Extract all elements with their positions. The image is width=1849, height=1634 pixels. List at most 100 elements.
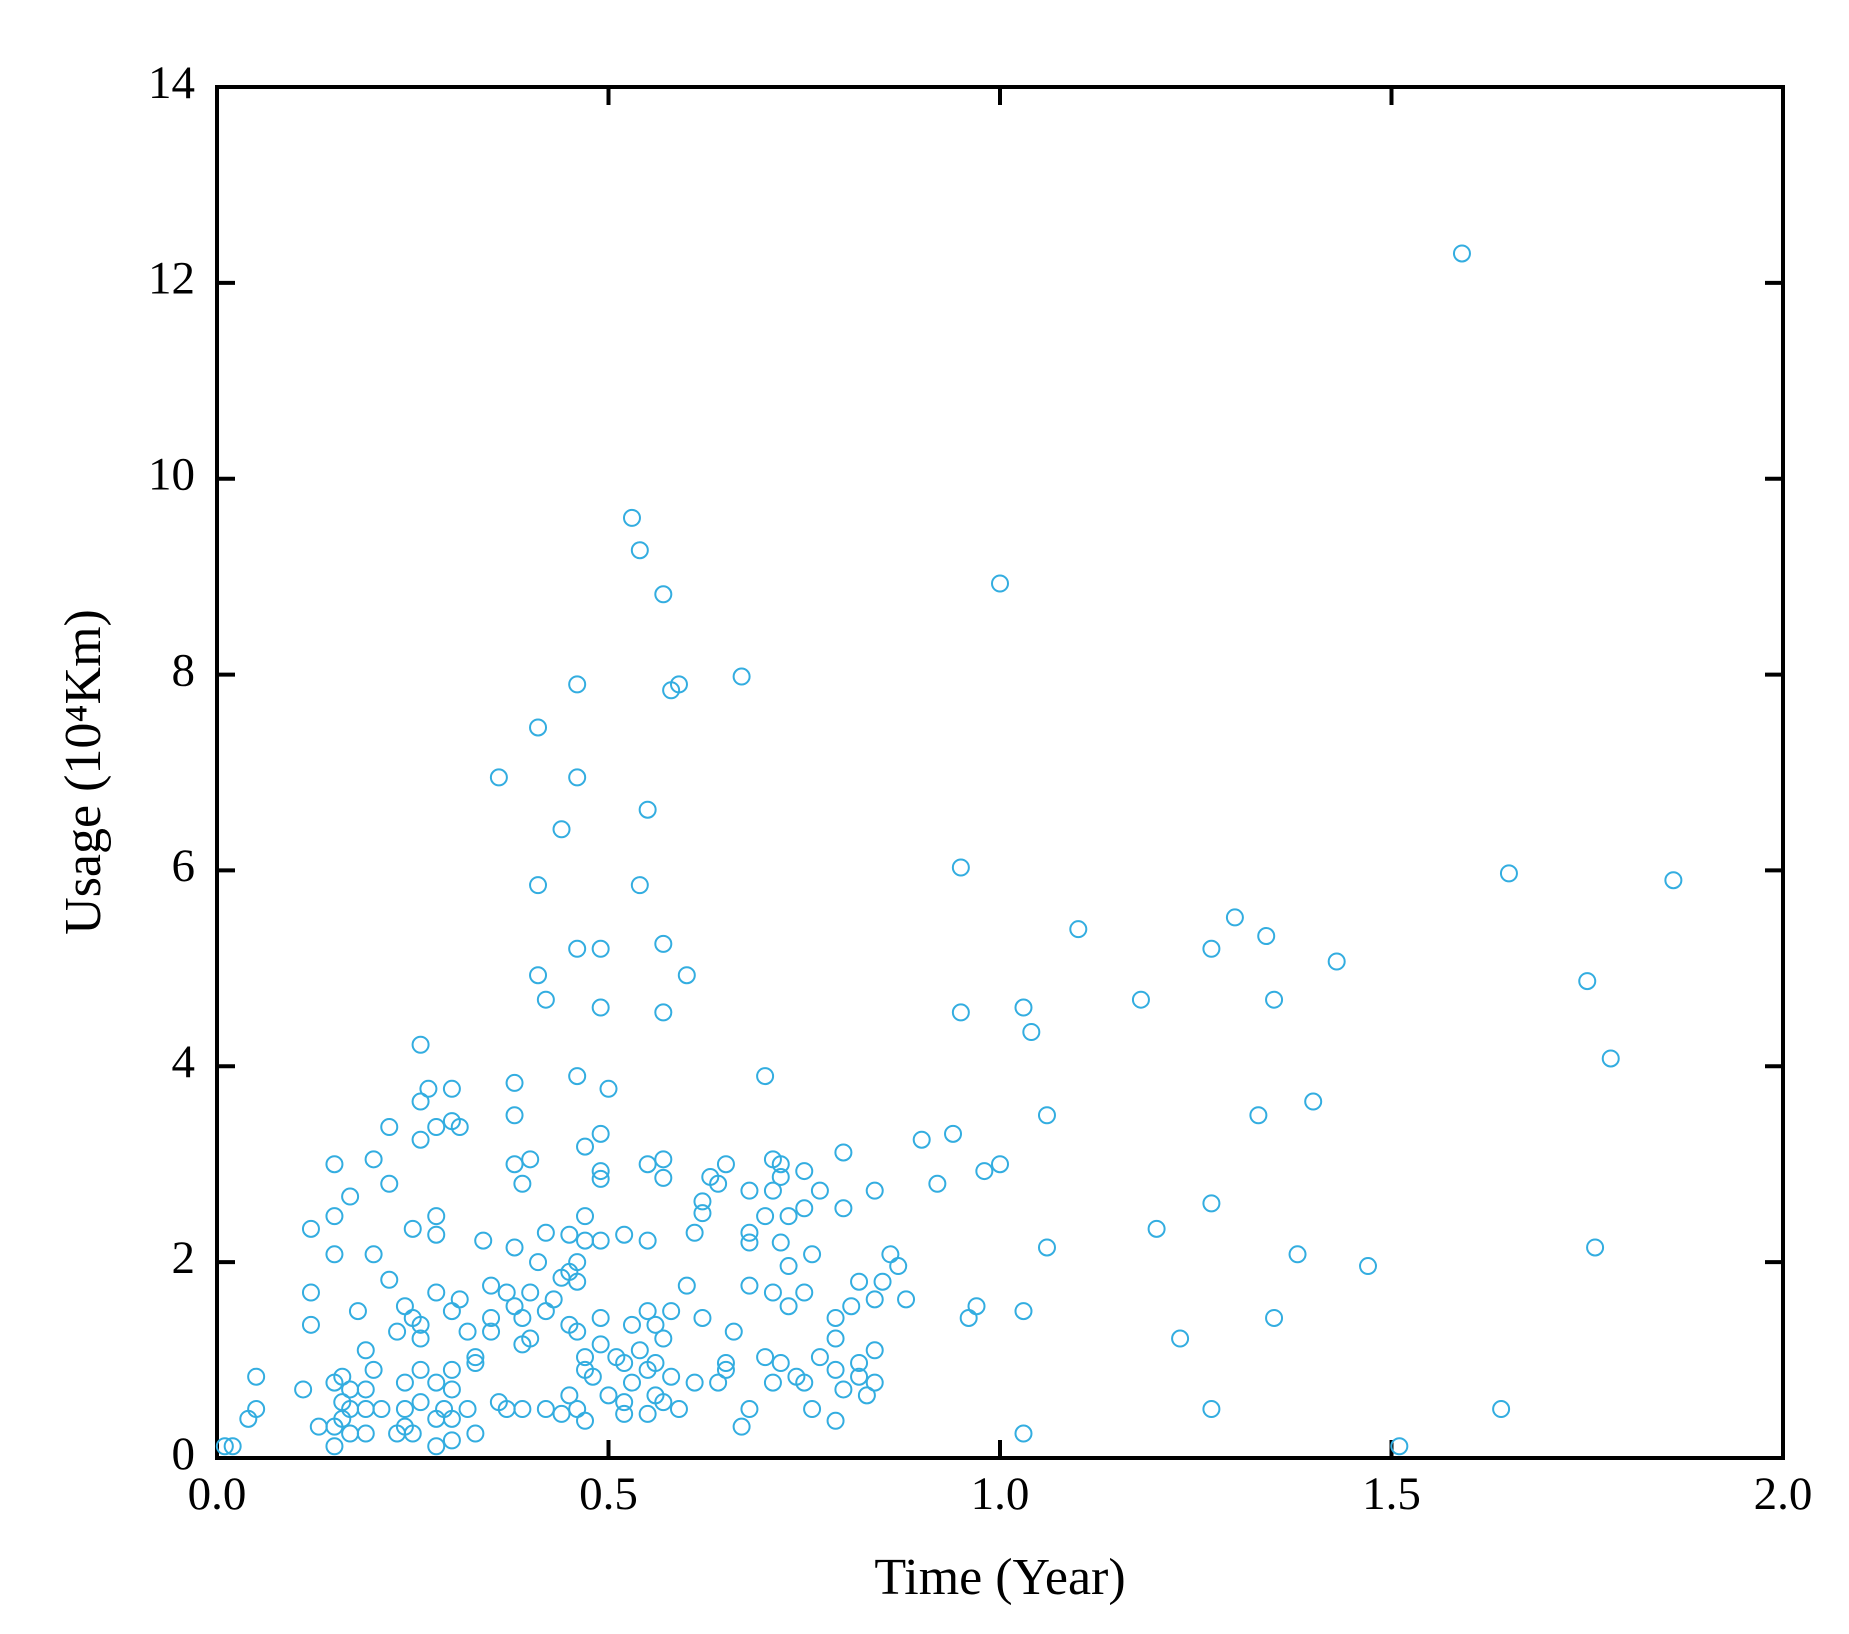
point xyxy=(693,1308,712,1327)
point xyxy=(325,1207,344,1226)
point xyxy=(677,1276,696,1295)
point xyxy=(505,1155,524,1174)
point xyxy=(568,1272,587,1291)
point xyxy=(944,1124,963,1143)
point xyxy=(912,1130,931,1149)
point xyxy=(395,1297,414,1316)
point xyxy=(1499,864,1518,883)
point xyxy=(615,1354,634,1373)
point xyxy=(622,1315,641,1334)
point xyxy=(599,1079,618,1098)
point xyxy=(356,1341,375,1360)
point xyxy=(1492,1400,1511,1419)
point xyxy=(364,1150,383,1169)
point xyxy=(834,1199,853,1218)
point xyxy=(442,1302,461,1321)
point xyxy=(482,1276,501,1295)
point xyxy=(536,1223,555,1242)
point xyxy=(583,1367,602,1386)
point xyxy=(638,1360,657,1379)
point xyxy=(654,585,673,604)
point xyxy=(458,1322,477,1341)
point xyxy=(591,998,610,1017)
point xyxy=(380,1118,399,1137)
point xyxy=(536,1400,555,1419)
point xyxy=(740,1400,759,1419)
point xyxy=(951,858,970,877)
point xyxy=(991,1155,1009,1174)
point xyxy=(951,1003,970,1022)
point xyxy=(427,1225,446,1244)
point xyxy=(1359,1257,1378,1276)
point xyxy=(1014,998,1033,1017)
point xyxy=(615,1393,634,1412)
point xyxy=(709,1373,728,1392)
point xyxy=(850,1367,869,1386)
y-tick-label: 6 xyxy=(172,840,196,892)
point xyxy=(403,1424,422,1443)
point xyxy=(638,1404,657,1423)
point xyxy=(395,1373,414,1392)
point xyxy=(654,1329,673,1348)
point xyxy=(576,1411,595,1430)
point xyxy=(763,1373,782,1392)
x-tick-label: 2.0 xyxy=(1754,1468,1813,1520)
point xyxy=(536,1302,555,1321)
point xyxy=(826,1360,845,1379)
x-axis-label: Time (Year) xyxy=(874,1549,1125,1606)
point xyxy=(803,1400,822,1419)
point xyxy=(763,1283,782,1302)
point xyxy=(1327,952,1346,971)
point xyxy=(482,1308,501,1327)
point xyxy=(685,1223,704,1242)
point xyxy=(826,1411,845,1430)
point xyxy=(693,1192,712,1211)
point xyxy=(552,820,571,839)
point xyxy=(740,1181,759,1200)
point xyxy=(716,1155,735,1174)
point xyxy=(638,1231,657,1250)
point xyxy=(662,1302,681,1321)
x-tick-label: 0.5 xyxy=(579,1468,638,1520)
point xyxy=(654,1003,673,1022)
point xyxy=(513,1308,532,1327)
point xyxy=(1014,1302,1033,1321)
point xyxy=(466,1348,485,1367)
point xyxy=(474,1231,493,1250)
point xyxy=(834,1143,853,1162)
x-tick-label: 1.5 xyxy=(1362,1468,1421,1520)
point xyxy=(442,1079,461,1098)
point xyxy=(622,1373,641,1392)
point xyxy=(497,1283,516,1302)
point xyxy=(505,1238,524,1257)
y-tick-label: 10 xyxy=(148,448,195,500)
point xyxy=(1578,972,1597,991)
point xyxy=(560,1225,579,1244)
point xyxy=(771,1155,790,1174)
point xyxy=(341,1424,360,1443)
point xyxy=(991,574,1009,593)
point xyxy=(505,1297,524,1316)
plot-frame xyxy=(215,85,1785,1460)
point xyxy=(662,1367,681,1386)
point xyxy=(521,1283,540,1302)
point xyxy=(372,1400,391,1419)
point xyxy=(466,1424,485,1443)
point xyxy=(411,1035,430,1054)
point xyxy=(662,681,681,700)
point xyxy=(411,1393,430,1412)
point xyxy=(1586,1238,1605,1257)
point xyxy=(458,1400,477,1419)
point xyxy=(881,1245,900,1264)
point xyxy=(810,1181,829,1200)
point xyxy=(309,1417,328,1436)
point xyxy=(615,1225,634,1244)
point xyxy=(301,1283,320,1302)
point xyxy=(740,1276,759,1295)
point xyxy=(576,1231,595,1250)
point xyxy=(1304,1092,1323,1111)
point xyxy=(427,1118,446,1137)
point xyxy=(364,1245,383,1264)
point xyxy=(341,1187,360,1206)
